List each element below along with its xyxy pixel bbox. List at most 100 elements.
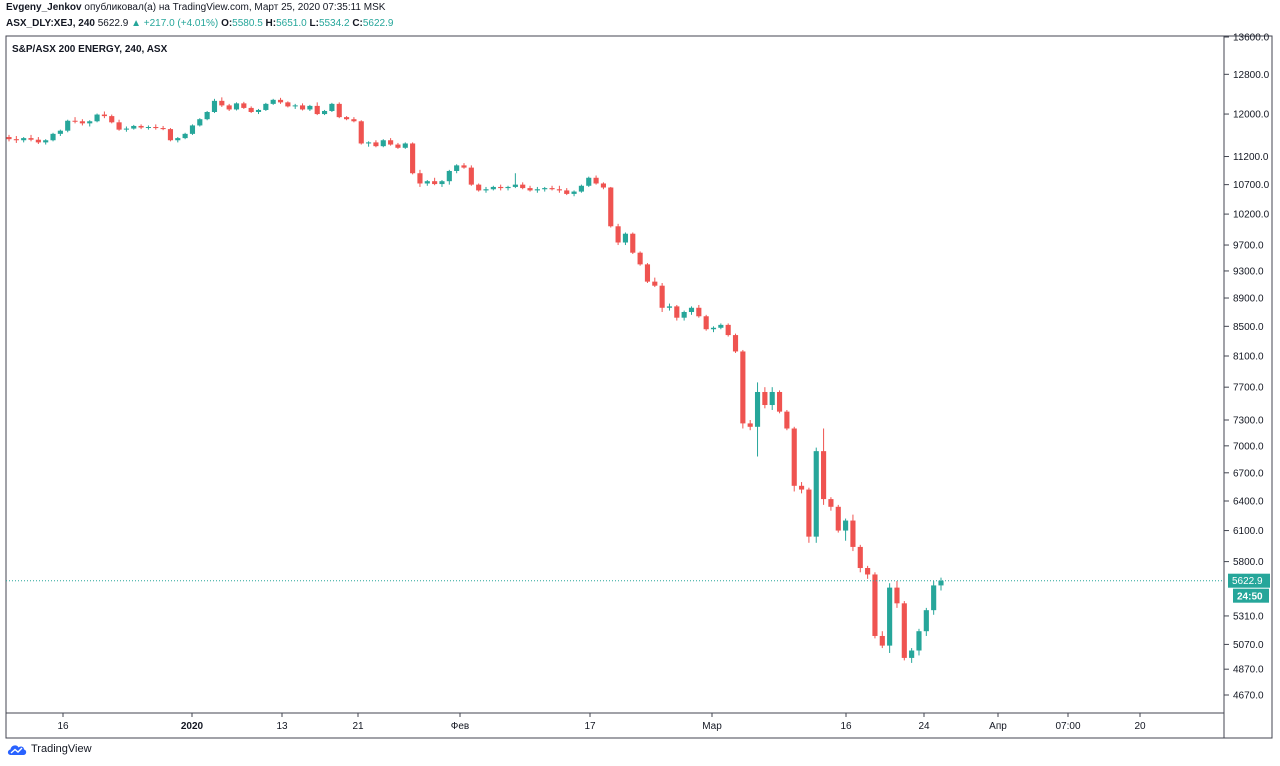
candle-body xyxy=(153,127,159,129)
candle-body xyxy=(116,122,122,130)
y-tick-label: 9700.0 xyxy=(1233,241,1264,252)
candle xyxy=(116,119,122,131)
open-label: O: xyxy=(221,18,233,29)
candle-body xyxy=(160,128,166,130)
time-axis[interactable]: 16 2020 13 21 Фев 17 Мар 16 24 Апр 07:00 20 xyxy=(57,713,1146,732)
candle xyxy=(798,482,805,494)
candle xyxy=(659,282,665,313)
candle xyxy=(843,518,849,541)
candle xyxy=(373,140,379,148)
candle-body xyxy=(644,264,651,282)
candle xyxy=(637,251,643,266)
candle-body xyxy=(872,574,878,636)
candle-body xyxy=(901,603,907,658)
candle xyxy=(476,183,482,192)
candle xyxy=(277,97,284,104)
candle-body xyxy=(123,128,129,130)
symbol-label: ASX_DLY:XEJ, 240 xyxy=(6,18,95,29)
candle xyxy=(564,188,570,196)
publication-info: Evgeny_Jenkov опубликовал(а) на TradingV… xyxy=(6,2,385,13)
candle xyxy=(344,116,350,121)
candle xyxy=(791,426,797,492)
candle-body xyxy=(835,506,841,531)
candle xyxy=(512,173,518,189)
candle-body xyxy=(703,316,709,330)
candle-body xyxy=(762,391,768,406)
candle-body xyxy=(776,391,783,412)
candle xyxy=(468,165,474,186)
candle xyxy=(593,175,599,185)
candle xyxy=(938,577,944,591)
y-tick-label: 9300.0 xyxy=(1233,266,1264,277)
candle xyxy=(556,185,562,193)
candle xyxy=(65,119,71,133)
candle-body xyxy=(204,111,210,120)
candle-body xyxy=(28,138,34,140)
candle-body xyxy=(490,186,496,190)
candle xyxy=(131,124,137,130)
candle-body xyxy=(57,130,63,134)
candle xyxy=(21,137,27,143)
candle xyxy=(248,106,254,114)
candle-body xyxy=(512,184,518,187)
candle-body xyxy=(344,117,350,120)
x-tick-label: 20 xyxy=(1134,721,1146,732)
candle-body xyxy=(336,103,342,118)
candle xyxy=(806,487,812,543)
candle xyxy=(197,118,203,127)
candlestick-chart[interactable]: S&P/ASX 200 ENERGY, 240, ASX 13600.0 1280… xyxy=(0,0,1280,740)
candle xyxy=(909,648,915,663)
candle-body xyxy=(94,114,100,122)
price-axis[interactable]: 13600.0 12800.0 12000.0 11200.0 10700.0 10200… xyxy=(1224,33,1270,702)
candle xyxy=(520,182,526,190)
candle-body xyxy=(696,307,702,317)
candle xyxy=(255,108,262,115)
candle xyxy=(644,263,651,283)
candle xyxy=(101,111,107,119)
ohlc-legend: ASX_DLY:XEJ, 240 5622.9 ▲ +217.0 (+4.01%… xyxy=(6,18,393,29)
candle-body xyxy=(710,327,717,330)
candle xyxy=(608,186,614,228)
candle xyxy=(674,304,680,321)
y-tick-label: 4670.0 xyxy=(1233,691,1264,702)
candle xyxy=(879,631,885,649)
candle-body xyxy=(380,140,386,147)
candle xyxy=(292,103,298,109)
candle-body xyxy=(527,188,533,191)
candle xyxy=(314,102,320,116)
candle xyxy=(358,120,364,145)
candle-body xyxy=(395,144,401,148)
candle-body xyxy=(666,306,673,308)
candle-body xyxy=(813,451,819,537)
candle xyxy=(527,185,533,192)
candle xyxy=(784,409,790,431)
candle xyxy=(43,139,49,145)
last-price-tag-text: 5622.9 xyxy=(1232,576,1263,587)
candle-body xyxy=(248,107,254,112)
y-tick-label: 10700.0 xyxy=(1233,180,1270,191)
candle-body xyxy=(865,568,871,575)
candle xyxy=(307,104,313,111)
price-change: ▲ +217.0 (+4.01%) xyxy=(131,18,219,29)
candle-body xyxy=(373,142,379,147)
y-tick-label: 7700.0 xyxy=(1233,383,1264,394)
candle-body xyxy=(50,133,56,141)
y-tick-label: 7000.0 xyxy=(1233,441,1264,452)
candle xyxy=(534,186,540,193)
author-name[interactable]: Evgeny_Jenkov xyxy=(6,2,82,13)
candle-body xyxy=(270,99,276,104)
candle xyxy=(123,126,129,132)
candle-body xyxy=(556,189,562,191)
candle-body xyxy=(821,451,827,500)
x-tick-label: 2020 xyxy=(181,721,204,732)
candle-body xyxy=(292,105,298,107)
candle xyxy=(233,102,240,111)
candle xyxy=(388,138,394,146)
candle xyxy=(894,581,900,608)
y-tick-label: 6100.0 xyxy=(1233,526,1264,537)
close-label: C: xyxy=(352,18,363,29)
candle-body xyxy=(857,546,863,569)
candle-body xyxy=(35,139,41,143)
tradingview-footer[interactable]: TradingView xyxy=(6,742,92,756)
candle-body xyxy=(277,99,284,103)
